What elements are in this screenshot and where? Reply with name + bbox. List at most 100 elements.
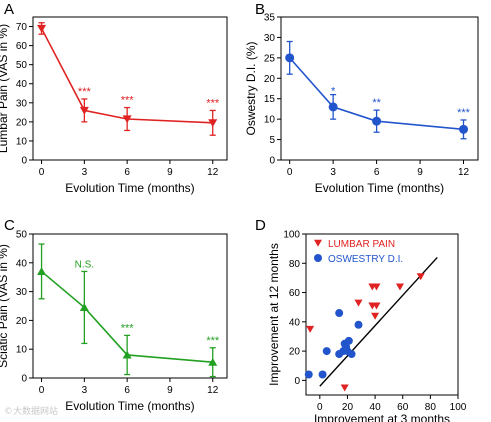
series-line	[40, 28, 213, 124]
x-tick-label: 6	[124, 167, 130, 178]
significance-label: **	[372, 97, 381, 109]
y-tick-label: 10	[16, 136, 28, 147]
y-tick-label: 25	[264, 53, 276, 64]
x-tick-label: 3	[82, 167, 88, 178]
scatter-point	[340, 384, 349, 392]
x-tick-label: 0	[317, 402, 323, 413]
legend-marker	[314, 239, 322, 247]
y-tick-label: 0	[269, 156, 275, 167]
data-point	[122, 350, 132, 359]
legend-marker	[314, 254, 322, 262]
x-tick-label: 12	[458, 167, 470, 178]
y-tick-label: 40	[16, 258, 28, 269]
x-tick-label: 20	[342, 402, 354, 413]
plot-frame	[32, 233, 228, 379]
scatter-point	[322, 347, 331, 356]
x-tick-label: 9	[167, 167, 173, 178]
y-tick-label: 70	[16, 22, 28, 33]
legend-label: OSWESTRY D.I.	[328, 254, 403, 265]
scatter-point	[318, 370, 327, 379]
panel-label: A	[4, 1, 14, 18]
y-tick-label: 50	[16, 60, 28, 71]
scatter-point	[335, 309, 344, 318]
x-tick-label: 0	[39, 385, 45, 396]
y-axis-label: Oswestry D.I. (%)	[244, 41, 258, 135]
y-tick-label: 20	[16, 316, 28, 327]
y-tick-label: 60	[289, 288, 301, 299]
significance-label: *	[331, 86, 336, 98]
significance-label: ***	[206, 97, 220, 109]
plot-frame	[32, 16, 228, 161]
scatter-point	[354, 320, 363, 329]
scatter-point	[306, 325, 315, 333]
significance-label: ***	[121, 95, 135, 107]
x-tick-label: 80	[425, 402, 437, 413]
x-tick-label: 0	[39, 167, 45, 178]
significance-label: ***	[206, 335, 220, 347]
x-axis-label: Evolution Time (months)	[65, 399, 194, 413]
panel-label: B	[255, 1, 265, 18]
y-axis-label: Sciatic Pain (VAS in %)	[0, 244, 10, 368]
scatter-point	[395, 283, 404, 291]
scatter-point	[354, 299, 363, 307]
y-tick-label: 5	[269, 135, 275, 146]
y-tick-label: 0	[294, 376, 300, 387]
significance-label: ***	[78, 86, 92, 98]
x-tick-label: 0	[287, 167, 293, 178]
significance-label: N.S.	[75, 259, 94, 270]
y-tick-label: 40	[289, 317, 301, 328]
scatter-point	[371, 312, 380, 320]
series-line	[289, 57, 464, 131]
y-tick-label: 30	[16, 287, 28, 298]
watermark: ©大数据网站	[4, 407, 59, 417]
data-point	[79, 106, 89, 115]
scatter-point	[304, 370, 313, 379]
y-tick-label: 20	[264, 74, 276, 85]
x-tick-label: 3	[82, 385, 88, 396]
y-tick-label: 10	[264, 115, 276, 126]
x-tick-label: 40	[370, 402, 382, 413]
x-tick-label: 6	[374, 167, 380, 178]
significance-label: ***	[457, 107, 471, 119]
data-point	[37, 267, 47, 276]
y-tick-label: 35	[264, 13, 276, 24]
data-point	[37, 24, 47, 33]
legend-label: LUMBAR PAIN	[328, 239, 395, 250]
x-axis-label: Evolution Time (months)	[65, 181, 194, 195]
y-tick-label: 100	[283, 230, 300, 241]
x-tick-label: 12	[207, 167, 219, 178]
x-tick-label: 6	[124, 385, 130, 396]
data-point	[459, 124, 469, 134]
scatter-point	[416, 273, 425, 281]
y-tick-label: 80	[289, 259, 301, 270]
x-tick-label: 60	[397, 402, 409, 413]
scatter-point	[372, 302, 381, 310]
y-tick-label: 50	[16, 230, 28, 241]
x-tick-label: 3	[330, 167, 336, 178]
x-axis-label: Evolution Time (months)	[315, 181, 444, 195]
data-point	[208, 119, 218, 128]
data-point	[208, 357, 218, 366]
y-tick-label: 20	[289, 347, 301, 358]
x-tick-label: 100	[450, 402, 467, 413]
panel-label: D	[255, 217, 266, 234]
data-point	[372, 116, 382, 126]
y-tick-label: 30	[16, 98, 28, 109]
y-tick-label: 40	[16, 79, 28, 90]
y-tick-label: 10	[16, 345, 28, 356]
data-point	[328, 102, 338, 112]
x-axis-label: Improvement at 3 months	[314, 412, 450, 422]
data-point	[79, 303, 89, 312]
y-tick-label: 0	[21, 374, 27, 385]
scatter-point	[347, 350, 356, 359]
significance-label: ***	[121, 322, 135, 334]
y-tick-label: 20	[16, 117, 28, 128]
y-tick-label: 15	[264, 94, 276, 105]
scatter-point	[344, 336, 353, 345]
y-tick-label: 30	[264, 33, 276, 44]
y-axis-label: Improvement at 12 months	[267, 243, 281, 386]
x-tick-label: 9	[417, 167, 423, 178]
scatter-point	[372, 283, 381, 291]
y-tick-label: 60	[16, 41, 28, 52]
series-line	[41, 270, 213, 363]
